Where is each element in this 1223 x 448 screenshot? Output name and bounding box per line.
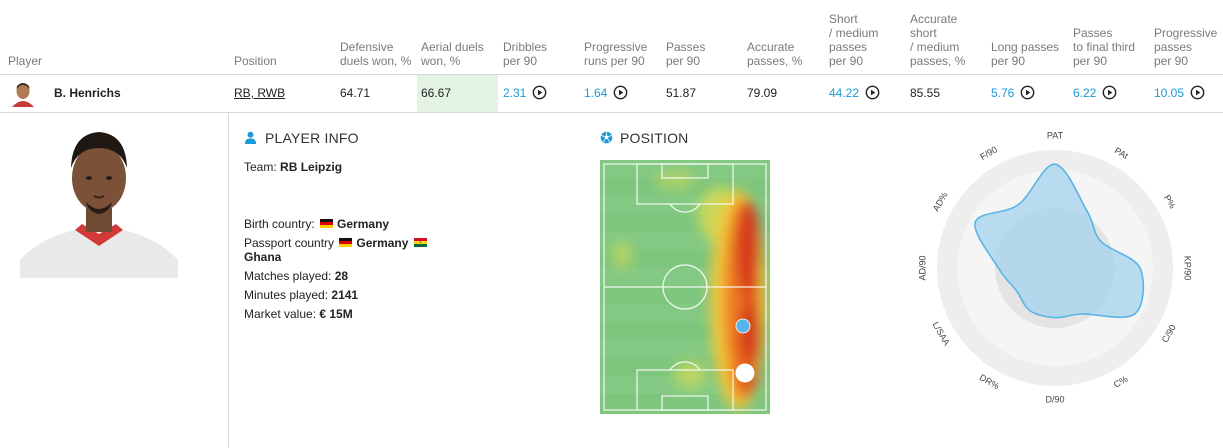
- header-short-medium-passes[interactable]: Short / medium passes per 90: [829, 12, 879, 68]
- radar-label: L/SAA: [931, 320, 952, 347]
- avg-position-marker: [735, 318, 751, 334]
- person-icon: [244, 132, 257, 145]
- table-row[interactable]: B. Henrichs RB, RWB 64.71 66.67 2.31 1.6…: [0, 75, 1223, 113]
- cell-passes: 51.87: [666, 86, 697, 100]
- header-passes-final-third[interactable]: Passes to final third per 90: [1073, 26, 1136, 68]
- header-dribbles[interactable]: Dribbles per 90: [503, 40, 548, 68]
- header-progressive-runs[interactable]: Progressive runs per 90: [584, 40, 648, 68]
- play-circle-icon[interactable]: [865, 85, 880, 100]
- minutes-line: Minutes played: 2141: [244, 288, 359, 302]
- header-position[interactable]: Position: [234, 54, 277, 68]
- radar-label: AD/90: [917, 255, 927, 280]
- play-circle-icon[interactable]: [532, 85, 547, 100]
- highlight-cell-bg: [417, 75, 498, 112]
- play-circle-icon[interactable]: [1190, 85, 1205, 100]
- header-accurate-passes[interactable]: Accurate passes, %: [747, 40, 803, 68]
- radar-label: F/90: [978, 144, 999, 162]
- radar-label: AD%: [931, 190, 950, 213]
- team-name[interactable]: RB Leipzig: [280, 160, 343, 174]
- birth-country-line: Birth country: Germany: [244, 217, 390, 231]
- passport-line: Passport country Germany Ghana: [244, 236, 431, 264]
- ghana-flag-icon: [413, 238, 427, 248]
- player-photo: [20, 120, 178, 278]
- germany-flag-icon: [339, 238, 353, 248]
- cell-defensive-duels: 64.71: [340, 86, 371, 100]
- radar-label: P%: [1162, 193, 1178, 210]
- header-defensive-duels[interactable]: Defensive duels won, %: [340, 40, 412, 68]
- cell-accurate-short-medium: 85.55: [910, 86, 941, 100]
- radar-label: D/90: [1045, 394, 1064, 404]
- germany-flag-icon: [320, 219, 334, 229]
- cell-dribbles[interactable]: 2.31: [503, 75, 547, 112]
- soccer-ball-icon: [600, 132, 613, 144]
- player-info-title: PLAYER INFO: [244, 130, 359, 146]
- cell-short-medium-passes[interactable]: 44.22: [829, 75, 880, 112]
- team-line: Team: RB Leipzig: [244, 160, 343, 174]
- radar-label: PAt: [1113, 145, 1130, 161]
- play-circle-icon[interactable]: [1020, 85, 1035, 100]
- radar-label: PAT: [1047, 130, 1064, 140]
- cell-passes-final-third[interactable]: 6.22: [1073, 75, 1117, 112]
- player-avatar: [12, 83, 34, 107]
- header-player[interactable]: Player: [8, 54, 43, 68]
- cell-accurate-passes: 79.09: [747, 86, 778, 100]
- position-marker: [735, 363, 755, 383]
- header-aerial-duels[interactable]: Aerial duels won, %: [421, 40, 484, 68]
- position-heatmap: [600, 160, 770, 414]
- radar-label: C%: [1112, 374, 1130, 390]
- cell-long-passes[interactable]: 5.76: [991, 75, 1035, 112]
- radar-chart: PAT PAt P% KP/90 C/90 C% D/90 DR% L/SAA AD/90 AD% F…: [917, 130, 1193, 404]
- header-accurate-short-medium[interactable]: Accurate short / medium passes, %: [910, 12, 966, 68]
- radar-label: C/90: [1160, 323, 1178, 344]
- header-passes[interactable]: Passes per 90: [666, 40, 706, 68]
- cell-progressive-passes[interactable]: 10.05: [1154, 75, 1205, 112]
- divider: [228, 113, 229, 448]
- matches-line: Matches played: 28: [244, 269, 349, 283]
- play-circle-icon[interactable]: [613, 85, 628, 100]
- cell-aerial-duels: 66.67: [421, 86, 452, 100]
- play-circle-icon[interactable]: [1102, 85, 1117, 100]
- player-position[interactable]: RB, RWB: [234, 86, 286, 100]
- cell-progressive-runs[interactable]: 1.64: [584, 75, 628, 112]
- player-name[interactable]: B. Henrichs: [54, 86, 121, 100]
- radar-label: KP/90: [1183, 256, 1193, 281]
- table-header: Player Position Defensive duels won, % A…: [0, 0, 1223, 75]
- header-progressive-passes[interactable]: Progressive passes per 90: [1154, 26, 1218, 68]
- market-value-line: Market value: € 15M: [244, 307, 353, 321]
- header-long-passes[interactable]: Long passes per 90: [991, 40, 1060, 68]
- position-title: POSITION: [600, 130, 689, 146]
- radar-shape: [974, 163, 1145, 319]
- radar-label: DR%: [978, 372, 1001, 391]
